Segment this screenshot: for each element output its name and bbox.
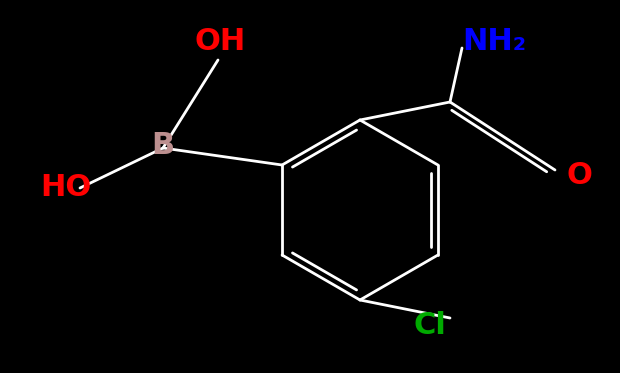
Text: HO: HO <box>40 173 91 203</box>
Text: Cl: Cl <box>414 310 446 339</box>
Text: B: B <box>151 131 175 160</box>
Text: O: O <box>567 160 593 189</box>
Text: OH: OH <box>195 28 246 56</box>
Text: NH₂: NH₂ <box>462 28 526 56</box>
